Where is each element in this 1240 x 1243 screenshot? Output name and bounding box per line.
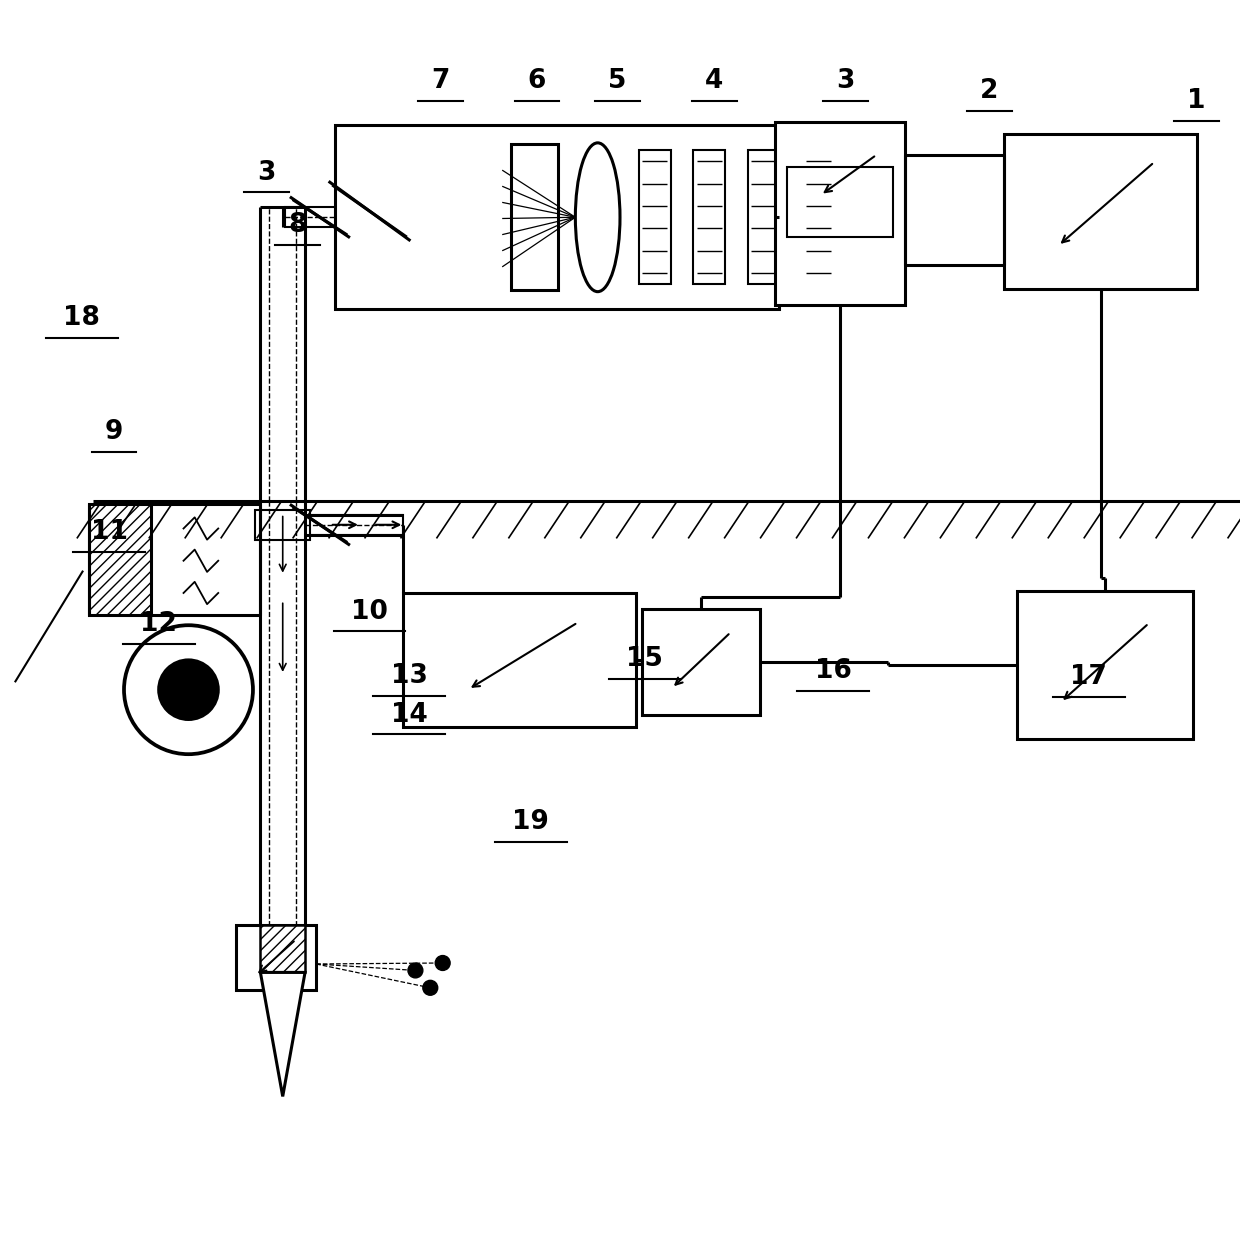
Text: 14: 14 [391, 701, 428, 727]
Bar [693, 150, 725, 285]
Bar [89, 503, 151, 615]
Ellipse shape [575, 143, 620, 292]
Text: 9: 9 [105, 419, 123, 445]
Bar [335, 126, 779, 310]
Text: 17: 17 [1070, 664, 1107, 690]
Circle shape [124, 625, 253, 755]
Text: 12: 12 [140, 612, 177, 636]
Bar [236, 925, 316, 989]
Circle shape [423, 981, 438, 996]
Text: 3: 3 [258, 159, 275, 185]
Text: 7: 7 [432, 68, 449, 94]
Text: 16: 16 [815, 658, 852, 684]
Text: 18: 18 [63, 305, 100, 331]
Bar [639, 150, 671, 285]
Bar [1004, 134, 1197, 290]
Text: 6: 6 [528, 68, 546, 94]
Text: 3: 3 [837, 68, 854, 94]
Polygon shape [260, 972, 305, 1096]
Bar [305, 515, 403, 534]
Text: 2: 2 [981, 78, 998, 103]
Text: 15: 15 [626, 645, 663, 671]
Text: 13: 13 [391, 663, 428, 689]
Bar [511, 144, 558, 291]
Bar [403, 593, 636, 727]
Bar [255, 510, 310, 539]
Bar [775, 122, 905, 306]
Text: 8: 8 [289, 211, 306, 237]
Bar [260, 925, 305, 972]
Bar [642, 609, 760, 715]
Bar [748, 150, 780, 285]
Text: 1: 1 [1188, 88, 1205, 113]
Bar [1017, 590, 1193, 740]
Text: 19: 19 [512, 809, 549, 835]
Text: 10: 10 [351, 599, 388, 624]
Circle shape [435, 956, 450, 971]
Circle shape [408, 963, 423, 978]
Bar [787, 168, 893, 237]
Bar [285, 208, 335, 227]
Bar [802, 150, 835, 285]
Circle shape [159, 660, 218, 720]
Text: 11: 11 [91, 520, 128, 546]
Text: 5: 5 [609, 68, 626, 94]
Text: 4: 4 [706, 68, 723, 94]
